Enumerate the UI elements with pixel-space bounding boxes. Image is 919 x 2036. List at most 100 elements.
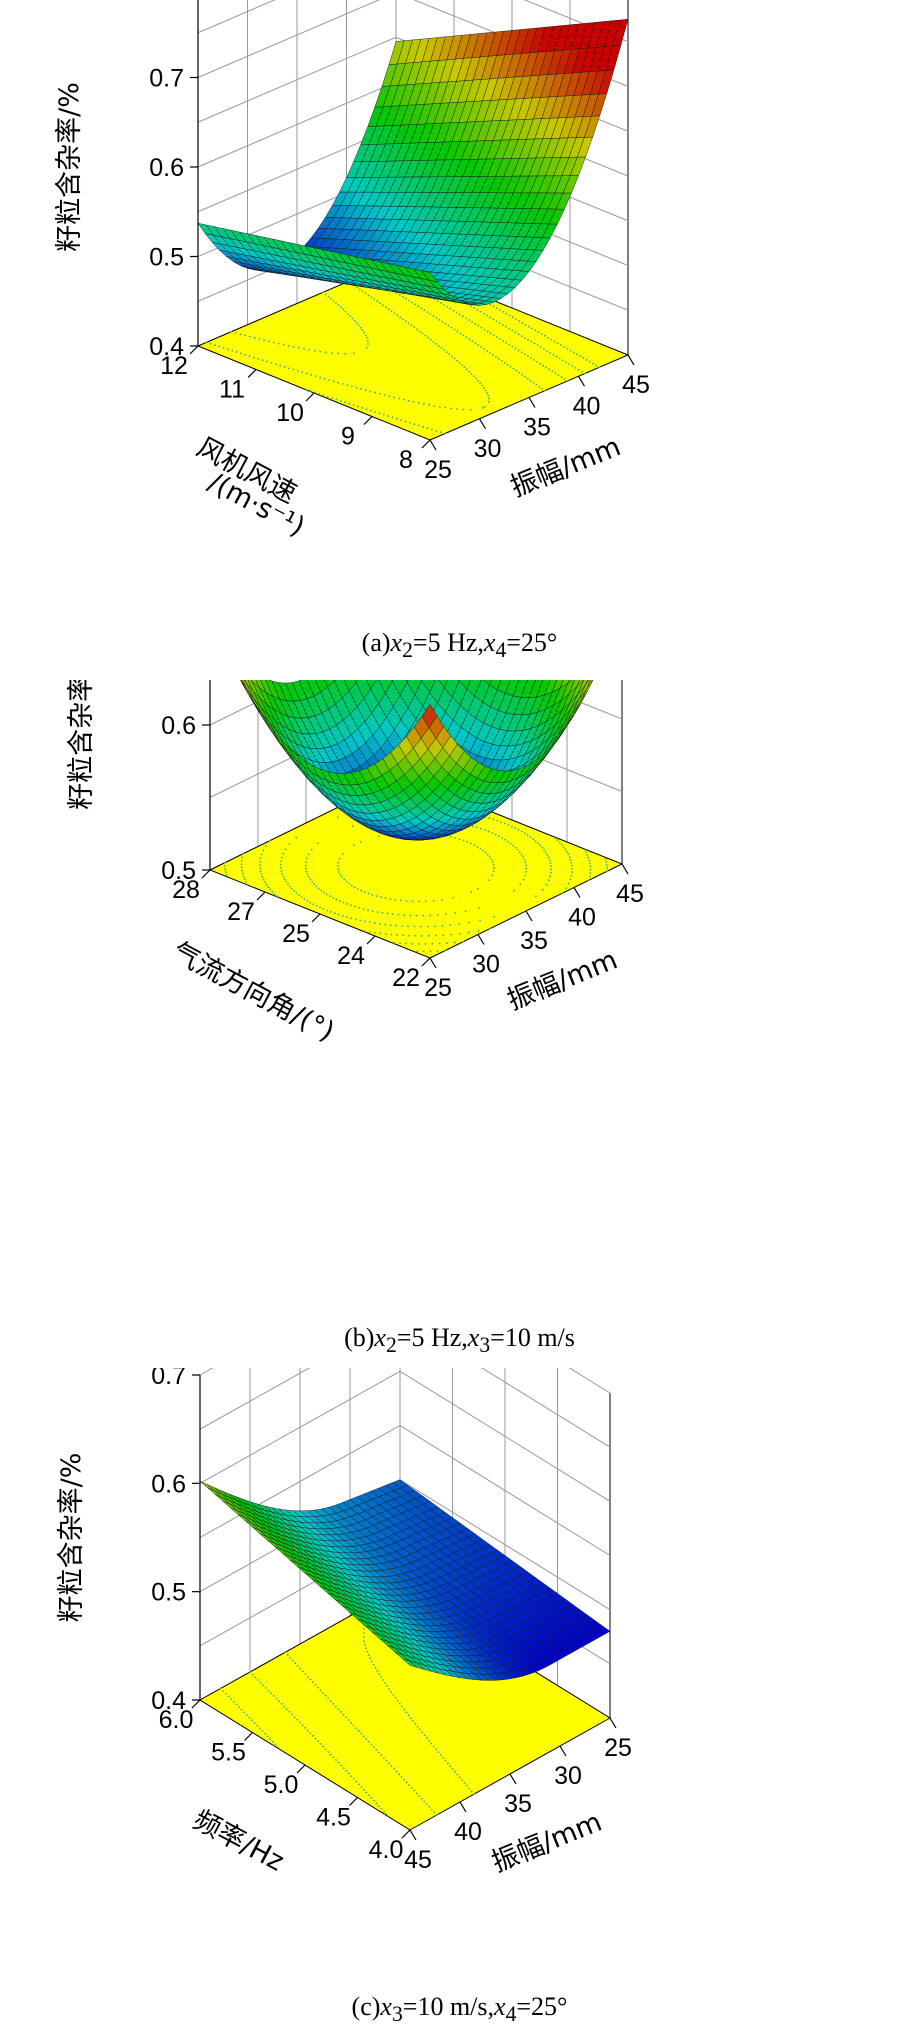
contour-point — [395, 1770, 398, 1773]
contour-point — [401, 925, 403, 927]
contour-point — [378, 1673, 381, 1675]
contour-point — [281, 872, 284, 875]
contour-point — [317, 1686, 319, 1689]
contour-point — [246, 883, 249, 886]
contour-point — [326, 909, 329, 912]
contour-point — [378, 835, 380, 838]
contour-point — [266, 1735, 269, 1738]
contour-point — [370, 296, 373, 299]
contour-point — [534, 895, 537, 898]
contour-point — [475, 377, 477, 380]
contour-point — [399, 316, 402, 319]
contour-point — [437, 344, 440, 347]
contour-point — [374, 1666, 377, 1669]
contour-point — [359, 919, 362, 922]
contour-point — [369, 390, 372, 393]
contour-point — [373, 1799, 375, 1802]
contour-point — [414, 1722, 417, 1725]
contour-point — [479, 847, 482, 850]
contour-point — [261, 359, 264, 362]
contour-point — [586, 854, 589, 856]
contour-point — [275, 1697, 278, 1700]
x-tick-label: 45 — [622, 371, 650, 399]
contour-point — [242, 875, 245, 878]
contour-point — [473, 1793, 475, 1796]
contour-point — [342, 852, 344, 855]
contour-point — [606, 870, 609, 873]
contour-point — [348, 882, 350, 885]
contour-point — [384, 923, 387, 926]
contour-point — [548, 859, 551, 862]
contour-point — [337, 381, 340, 384]
x-axis-label: 振幅/mm — [503, 944, 622, 1016]
y-tick-label: 27 — [227, 898, 255, 926]
chart-a: 0.4 0.5 0.6 0.7 0.8 籽粒含杂率/% 25 30 35 40 45 振幅/mm 8 9 1… — [0, 0, 919, 625]
contour-point — [554, 837, 557, 839]
contour-point — [295, 836, 298, 839]
contour-point — [422, 425, 424, 428]
contour-point — [554, 372, 557, 375]
contour-point — [470, 372, 473, 375]
contour-point — [347, 1719, 350, 1721]
x-tick-label: 30 — [472, 951, 500, 979]
contour-point — [235, 351, 238, 353]
contour-point — [577, 368, 580, 371]
contour-point — [362, 1627, 365, 1630]
contour-point — [244, 334, 247, 337]
contour-point — [435, 1814, 438, 1817]
contour-point — [433, 1811, 436, 1814]
contour-point — [280, 1702, 283, 1705]
contour-point — [262, 878, 265, 881]
contour-point — [259, 864, 261, 867]
contour-point — [492, 334, 495, 337]
z-axis-label: 籽粒含杂率/% — [56, 1453, 87, 1623]
y-tick-label: 5.0 — [264, 1771, 299, 1799]
contour-point — [365, 337, 368, 339]
contour-point — [531, 327, 533, 330]
contour-point — [294, 1662, 297, 1665]
contour-point — [336, 816, 339, 819]
contour-point — [348, 402, 351, 405]
contour-point — [339, 873, 342, 876]
contour-point — [293, 1716, 296, 1719]
contour-point — [415, 1792, 418, 1795]
contour-point — [243, 1711, 246, 1714]
contour-point — [222, 1690, 225, 1692]
contour-point — [507, 824, 510, 826]
contour-point — [468, 921, 470, 924]
contour-point — [370, 1743, 373, 1746]
wall-z-line — [199, 1368, 611, 1448]
contour-point — [463, 366, 466, 369]
contour-point — [568, 856, 571, 858]
contour-point — [435, 1748, 438, 1751]
contour-point — [565, 887, 568, 889]
contour-point — [352, 1778, 355, 1780]
contour-point — [398, 397, 400, 400]
contour-point — [398, 1773, 401, 1776]
contour-point — [432, 340, 435, 343]
contour-point — [484, 405, 486, 408]
contour-point — [489, 316, 491, 319]
contour-point — [407, 399, 410, 402]
contour-point — [486, 330, 489, 333]
contour-point — [244, 353, 247, 356]
contour-point — [483, 348, 486, 350]
contour-point — [477, 887, 479, 890]
contour-point — [525, 870, 528, 873]
contour-point — [355, 322, 358, 324]
contour-point — [500, 821, 503, 823]
contour-point — [360, 1786, 363, 1788]
contour-point — [545, 366, 548, 369]
contour-point — [379, 932, 382, 935]
contour-point — [342, 901, 345, 904]
contour-point — [259, 860, 261, 863]
y-tick — [421, 439, 431, 449]
x-tick — [525, 910, 533, 922]
contour-point — [502, 310, 504, 313]
contour-point — [357, 1729, 360, 1732]
contour-point — [378, 922, 381, 925]
contour-point — [561, 359, 564, 362]
contour-point — [326, 395, 329, 398]
contour-point — [446, 942, 448, 945]
contour-point — [282, 852, 285, 855]
